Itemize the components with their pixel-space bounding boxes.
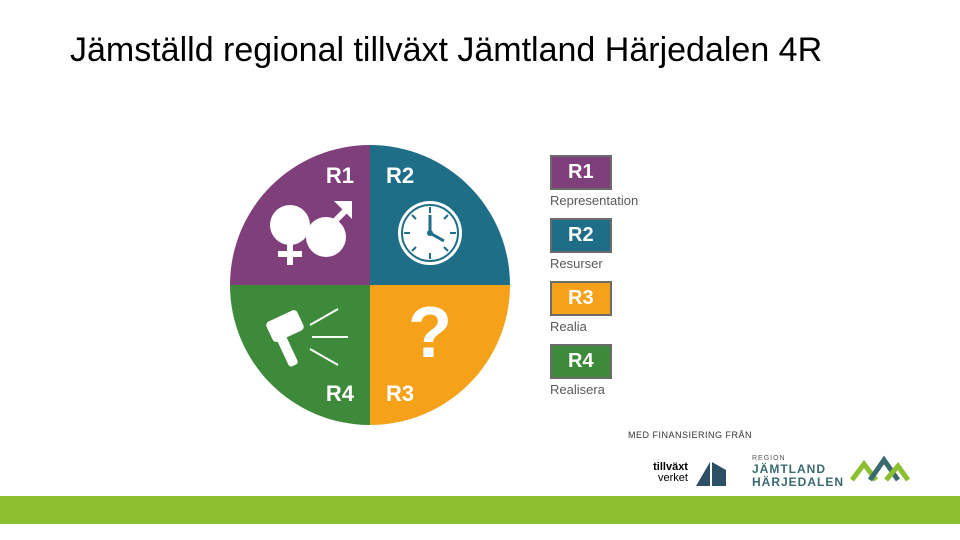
logo-tillvaxtverket-text: tillväxt verket	[653, 462, 688, 484]
mountains-icon	[850, 454, 910, 490]
financing-label: MED FINANSIERING FRÅN	[628, 430, 752, 440]
legend-item-r2: R2 Resurser	[550, 218, 638, 271]
quadrant-r2: R2	[370, 145, 510, 285]
legend-item-r3: R3 Realia	[550, 281, 638, 334]
legend-badge: R3	[550, 281, 612, 316]
legend-caption: Realia	[550, 319, 638, 334]
legend-badge: R1	[550, 155, 612, 190]
gavel-icon	[260, 297, 360, 387]
legend-caption: Representation	[550, 193, 638, 208]
legend-badge: R4	[550, 344, 612, 379]
logo-tillvaxtverket: tillväxt verket	[653, 456, 728, 490]
quadrant-r3-label: R3	[386, 381, 414, 407]
logo-region-jh-text: REGION JÄMTLAND HÄRJEDALEN	[752, 455, 844, 489]
legend-item-r4: R4 Realisera	[550, 344, 638, 397]
svg-text:?: ?	[408, 297, 452, 373]
question-icon: ?	[380, 297, 480, 377]
quadrant-r3: R3 ?	[370, 285, 510, 425]
four-r-circle: R1 R2	[230, 145, 510, 425]
logo-region-jh: REGION JÄMTLAND HÄRJEDALEN	[752, 454, 910, 490]
legend: R1 Representation R2 Resurser R3 Realia …	[550, 155, 638, 397]
legend-badge: R2	[550, 218, 612, 253]
quadrant-r2-label: R2	[386, 163, 414, 189]
diagram-container: R1 R2	[230, 145, 638, 425]
quadrant-r1-label: R1	[326, 163, 354, 189]
legend-caption: Realisera	[550, 382, 638, 397]
clock-icon	[380, 193, 480, 273]
legend-caption: Resurser	[550, 256, 638, 271]
footer-logos: tillväxt verket REGION JÄMTLAND HÄRJEDAL…	[653, 454, 910, 490]
quadrant-r1: R1	[230, 145, 370, 285]
gender-icon	[260, 193, 360, 273]
page-title: Jämställd regional tillväxt Jämtland Här…	[70, 30, 822, 71]
tillvaxt-icon	[694, 456, 728, 490]
legend-item-r1: R1 Representation	[550, 155, 638, 208]
quadrant-r4: R4	[230, 285, 370, 425]
footer-band	[0, 496, 960, 524]
